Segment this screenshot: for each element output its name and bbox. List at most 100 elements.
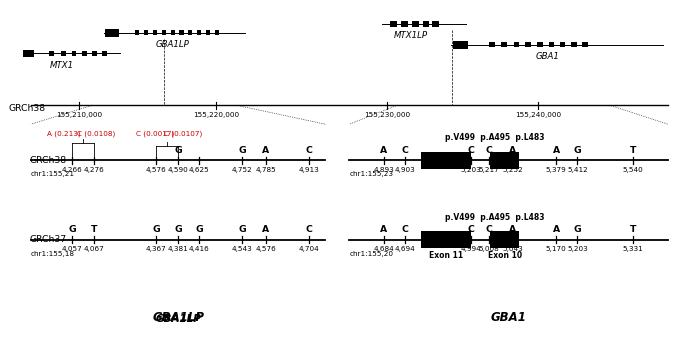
Text: 5,203: 5,203 — [461, 167, 482, 172]
Text: 4,752: 4,752 — [232, 167, 253, 172]
Text: C (0.0107): C (0.0107) — [164, 130, 202, 137]
Bar — [103, 51, 107, 56]
Text: A: A — [380, 225, 387, 234]
Text: G: G — [195, 225, 203, 234]
Text: C: C — [306, 146, 312, 155]
Bar — [412, 21, 419, 27]
Bar — [489, 42, 495, 47]
Text: C (0.0017): C (0.0017) — [136, 130, 174, 137]
Bar — [153, 30, 157, 35]
Text: G: G — [174, 225, 182, 234]
Text: 4,684: 4,684 — [373, 246, 394, 252]
Text: 5,008: 5,008 — [479, 246, 499, 252]
Bar — [144, 30, 148, 35]
Text: A: A — [262, 146, 269, 155]
Text: 4,576: 4,576 — [146, 167, 166, 172]
Bar — [423, 21, 429, 27]
Text: 4,067: 4,067 — [84, 246, 104, 252]
Bar — [206, 30, 210, 35]
Text: 4,903: 4,903 — [395, 167, 415, 172]
Bar — [162, 30, 166, 35]
Text: G: G — [68, 225, 76, 234]
Text: C: C — [401, 146, 408, 155]
Text: 5,217: 5,217 — [479, 167, 499, 172]
Bar — [62, 51, 66, 56]
Text: 4,381: 4,381 — [168, 246, 188, 252]
Bar — [215, 30, 219, 35]
Text: p.V499  p.A495  p.L483: p.V499 p.A495 p.L483 — [445, 134, 545, 142]
Text: 5,252: 5,252 — [502, 167, 523, 172]
Text: GBA1LP: GBA1LP — [155, 40, 190, 49]
Text: T: T — [630, 146, 636, 155]
Text: MTX1LP: MTX1LP — [394, 31, 428, 40]
Text: T: T — [90, 225, 97, 234]
Bar — [582, 42, 588, 47]
Bar — [571, 42, 577, 47]
Text: 155,230,000: 155,230,000 — [364, 112, 410, 118]
Bar — [525, 42, 531, 47]
Text: T: T — [630, 225, 636, 234]
Text: G: G — [573, 146, 582, 155]
Text: 4,704: 4,704 — [299, 246, 319, 252]
Text: C (0.0108): C (0.0108) — [77, 130, 115, 137]
Text: C: C — [468, 225, 475, 234]
Text: A: A — [509, 225, 516, 234]
Text: 5,540: 5,540 — [623, 167, 643, 172]
Bar — [501, 42, 507, 47]
Text: A: A — [380, 146, 387, 155]
Bar — [560, 42, 565, 47]
Text: 4,576: 4,576 — [256, 246, 276, 252]
Bar — [197, 30, 201, 35]
Text: 5,170: 5,170 — [546, 246, 566, 252]
Text: Exon 11: Exon 11 — [429, 251, 463, 260]
Text: chr1:155,18: chr1:155,18 — [31, 251, 75, 257]
Bar — [514, 42, 519, 47]
Bar — [49, 51, 53, 56]
Text: 5,412: 5,412 — [567, 167, 588, 172]
Bar — [453, 41, 468, 49]
Text: chr1:155,21: chr1:155,21 — [31, 171, 75, 177]
Text: 4,893: 4,893 — [373, 167, 394, 172]
Bar — [23, 50, 34, 57]
Text: G: G — [573, 225, 582, 234]
Text: 4,694: 4,694 — [395, 246, 415, 252]
Text: C: C — [486, 146, 493, 155]
Bar — [421, 231, 471, 248]
Text: GBA1: GBA1 — [536, 52, 560, 61]
Bar — [537, 42, 543, 47]
Bar — [135, 30, 139, 35]
Text: 5,379: 5,379 — [546, 167, 566, 172]
Text: 5,331: 5,331 — [623, 246, 643, 252]
Text: G: G — [174, 146, 182, 155]
Text: 5,043: 5,043 — [502, 246, 523, 252]
Text: A: A — [553, 146, 560, 155]
Text: C: C — [486, 225, 493, 234]
Text: 4,266: 4,266 — [62, 167, 82, 172]
Text: A: A — [262, 225, 269, 234]
Text: GRCh38: GRCh38 — [29, 156, 66, 165]
Bar — [490, 152, 519, 169]
Text: chr1:155,20: chr1:155,20 — [349, 251, 393, 257]
Bar — [421, 152, 471, 169]
Text: C: C — [468, 146, 475, 155]
Text: 155,210,000: 155,210,000 — [55, 112, 102, 118]
Text: Exon 10: Exon 10 — [488, 251, 522, 260]
Text: G: G — [238, 146, 247, 155]
Text: chr1:155,23: chr1:155,23 — [349, 171, 393, 177]
Text: 155,220,000: 155,220,000 — [192, 112, 239, 118]
Bar — [401, 21, 408, 27]
Text: 4,276: 4,276 — [84, 167, 104, 172]
Text: 4,367: 4,367 — [146, 246, 166, 252]
Bar — [82, 51, 86, 56]
Text: 5,203: 5,203 — [567, 246, 588, 252]
Text: GRCh38: GRCh38 — [8, 104, 45, 113]
Text: GBA1LP: GBA1LP — [152, 311, 204, 324]
Text: A: A — [509, 146, 516, 155]
Text: 4,625: 4,625 — [189, 167, 210, 172]
Bar — [390, 21, 397, 27]
Text: G: G — [152, 225, 160, 234]
Text: A: A — [553, 225, 560, 234]
Text: C: C — [306, 225, 312, 234]
Text: 4,590: 4,590 — [168, 167, 188, 172]
Text: C: C — [401, 225, 408, 234]
